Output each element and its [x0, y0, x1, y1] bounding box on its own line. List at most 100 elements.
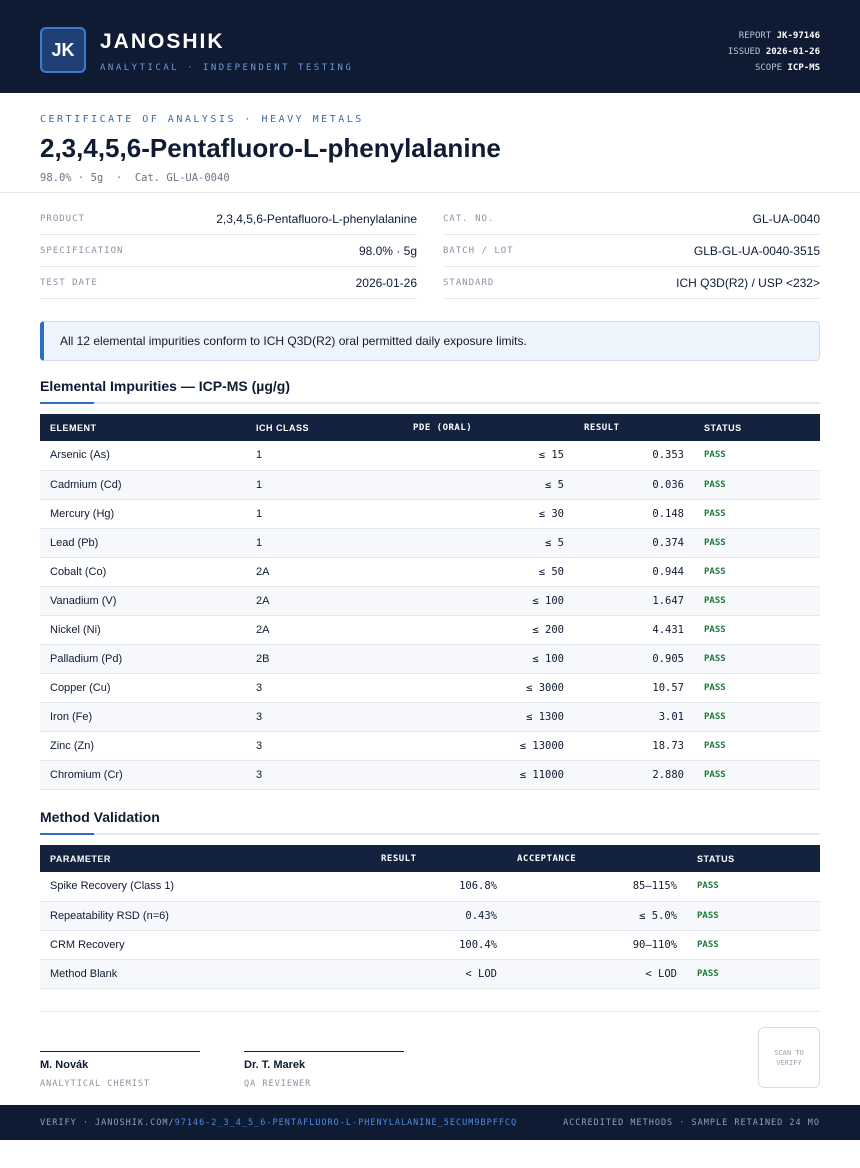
- cell: 18.73: [574, 731, 694, 761]
- status: PASS: [687, 959, 820, 989]
- cell: ≤ 3000: [403, 673, 574, 703]
- cell: 0.905: [574, 644, 694, 674]
- impurities-table: ELEMENT ICH CLASS PDE (ORAL) RESULT STATUS Ar…: [40, 414, 820, 790]
- meta-value: JK-97146: [776, 31, 820, 41]
- signature: Dr. T. Marek QA REVIEWER: [244, 1051, 404, 1089]
- cell: 85–115%: [507, 872, 687, 902]
- column-header: ICH CLASS: [246, 414, 403, 441]
- cell: 106.8%: [371, 872, 507, 902]
- column-header: ELEMENT: [40, 414, 246, 441]
- status: PASS: [694, 760, 820, 790]
- table-head: PARAMETER RESULT ACCEPTANCE STATUS: [40, 845, 820, 872]
- cell: 0.374: [574, 528, 694, 558]
- column-header: STATUS: [687, 845, 820, 872]
- table-row: Nickel (Ni) 2A ≤ 200 4.431 PASS: [40, 615, 820, 645]
- detail-value: ICH Q3D(R2) / USP <232>: [676, 275, 820, 290]
- cell: Method Blank: [40, 959, 371, 989]
- cell: 2B: [246, 644, 403, 674]
- cell: 2A: [246, 586, 403, 616]
- brand: JANOSHIK: [100, 30, 225, 53]
- cell: < LOD: [507, 959, 687, 989]
- status: PASS: [694, 702, 820, 732]
- table-body: Arsenic (As) 1 ≤ 15 0.353 PASS Cadmium (Cd) 1 ≤…: [40, 441, 820, 790]
- cell: 4.431: [574, 615, 694, 645]
- cell: 3: [246, 760, 403, 790]
- cell: Cadmium (Cd): [40, 470, 246, 500]
- cell: 0.353: [574, 441, 694, 471]
- cell: 90–110%: [507, 930, 687, 960]
- cell: ≤ 50: [403, 557, 574, 587]
- signer-name: M. Novák: [40, 1059, 89, 1071]
- cell: Vanadium (V): [40, 586, 246, 616]
- cell: 1: [246, 441, 403, 471]
- column-header: PARAMETER: [40, 845, 371, 872]
- cell: CRM Recovery: [40, 930, 371, 960]
- table-row: Zinc (Zn) 3 ≤ 13000 18.73 PASS: [40, 731, 820, 761]
- table-row: Lead (Pb) 1 ≤ 5 0.374 PASS: [40, 528, 820, 558]
- cell: ≤ 5: [403, 470, 574, 500]
- table-row: CRM Recovery 100.4% 90–110% PASS: [40, 930, 820, 960]
- cell: ≤ 13000: [403, 731, 574, 761]
- cell: ≤ 30: [403, 499, 574, 529]
- section-heading: Elemental Impurities — ICP-MS (µg/g): [40, 378, 290, 394]
- status: PASS: [694, 615, 820, 645]
- detail-value: GLB-GL-UA-0040-3515: [693, 243, 820, 258]
- signature: M. Novák ANALYTICAL CHEMIST: [40, 1051, 200, 1089]
- status: PASS: [694, 644, 820, 674]
- cell: 0.036: [574, 470, 694, 500]
- table-row: Palladium (Pd) 2B ≤ 100 0.905 PASS: [40, 644, 820, 674]
- cell: Iron (Fe): [40, 702, 246, 732]
- logo: JK: [40, 27, 86, 73]
- detail-label: PRODUCT: [40, 213, 85, 224]
- column-header: PDE (ORAL): [403, 414, 574, 441]
- meta-value: 2026-01-26: [765, 47, 820, 57]
- status: PASS: [694, 586, 820, 616]
- subtitle: 98.0% · 5g · Cat. GL-UA-0040: [40, 172, 230, 184]
- qr-stamp: SCAN TO VERIFY: [758, 1027, 820, 1088]
- cell: Chromium (Cr): [40, 760, 246, 790]
- cell: 2.880: [574, 760, 694, 790]
- cell: 0.43%: [371, 901, 507, 931]
- meta-row: SCOPE ICP-MS: [728, 60, 820, 76]
- meta-row: ISSUED 2026-01-26: [728, 44, 820, 60]
- table-row: Chromium (Cr) 3 ≤ 11000 2.880 PASS: [40, 760, 820, 790]
- column-header: RESULT: [574, 414, 694, 441]
- verify-label: VERIFY · JANOSHIK.COM/: [40, 1117, 175, 1128]
- cell: 1.647: [574, 586, 694, 616]
- cell: 0.944: [574, 557, 694, 587]
- cell: Zinc (Zn): [40, 731, 246, 761]
- signer-role: QA REVIEWER: [244, 1079, 312, 1089]
- detail-value: 2026-01-26: [355, 275, 417, 290]
- cell: ≤ 5: [403, 528, 574, 558]
- verify: VERIFY · JANOSHIK.COM/97146-2_3_4_5_6-PE…: [40, 1118, 517, 1128]
- detail-value: 98.0% · 5g: [358, 243, 417, 258]
- cell: Nickel (Ni): [40, 615, 246, 645]
- status: PASS: [687, 901, 820, 931]
- cell: Mercury (Hg): [40, 499, 246, 529]
- divider: [0, 192, 860, 193]
- table-row: Cadmium (Cd) 1 ≤ 5 0.036 PASS: [40, 470, 820, 500]
- cell: ≤ 200: [403, 615, 574, 645]
- notice: All 12 elemental impurities conform to I…: [40, 321, 820, 361]
- meta-value: ICP-MS: [787, 63, 820, 73]
- report-meta: REPORT JK-97146 ISSUED 2026-01-26 SCOPE IC…: [728, 28, 820, 76]
- footer-note: ACCREDITED METHODS · SAMPLE RETAINED 24 …: [563, 1117, 820, 1128]
- signer-name: Dr. T. Marek: [244, 1059, 306, 1071]
- detail-row: SPECIFICATION 98.0% · 5g: [40, 235, 417, 267]
- header: JK JANOSHIK ANALYTICAL · INDEPENDENT TES…: [0, 0, 860, 93]
- cell: 10.57: [574, 673, 694, 703]
- verify-link[interactable]: 97146-2_3_4_5_6-PENTAFLUORO-L-PHENYLALAN…: [174, 1117, 518, 1128]
- signer-role: ANALYTICAL CHEMIST: [40, 1079, 151, 1089]
- cell: ≤ 5.0%: [507, 901, 687, 931]
- cell: Copper (Cu): [40, 673, 246, 703]
- table-row: Cobalt (Co) 2A ≤ 50 0.944 PASS: [40, 557, 820, 587]
- table-row: Repeatability RSD (n=6) 0.43% ≤ 5.0% PASS: [40, 901, 820, 931]
- cell: 0.148: [574, 499, 694, 529]
- cell: ≤ 100: [403, 644, 574, 674]
- status: PASS: [694, 499, 820, 529]
- status: PASS: [694, 731, 820, 761]
- meta-label: ISSUED: [727, 47, 761, 57]
- meta-label: REPORT: [738, 31, 772, 41]
- section-heading: Method Validation: [40, 809, 160, 825]
